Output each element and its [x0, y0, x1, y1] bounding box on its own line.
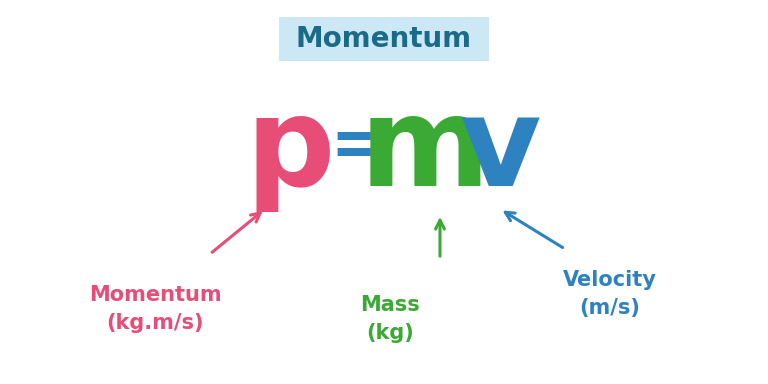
Text: Mass
(kg): Mass (kg)	[360, 295, 420, 343]
Text: v: v	[459, 91, 541, 212]
Text: Momentum
(kg.m/s): Momentum (kg.m/s)	[88, 285, 221, 333]
FancyBboxPatch shape	[279, 17, 489, 61]
Text: =: =	[329, 113, 390, 182]
Text: m: m	[360, 91, 490, 212]
Text: p: p	[245, 91, 335, 212]
Text: Velocity
(m/s): Velocity (m/s)	[563, 270, 657, 318]
Text: Momentum: Momentum	[296, 25, 472, 53]
